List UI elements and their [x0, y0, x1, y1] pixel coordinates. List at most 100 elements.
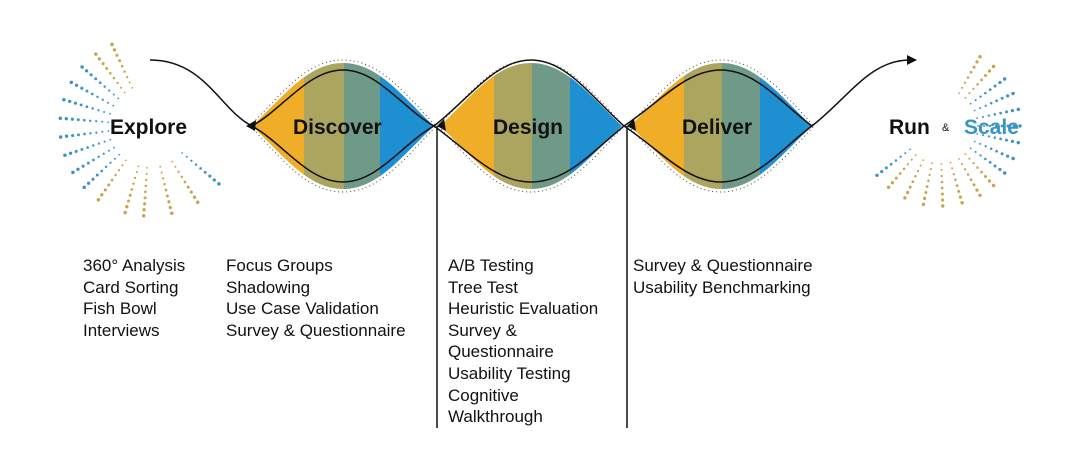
sunburst-dot	[135, 171, 138, 174]
sunburst-dot	[987, 69, 992, 73]
sunburst-dot	[125, 159, 127, 162]
sunburst-dot	[984, 104, 987, 107]
sunburst-dot	[80, 65, 84, 69]
sunburst-dot	[1006, 124, 1010, 128]
sunburst-dot	[181, 152, 184, 154]
sunburst-dot	[972, 65, 976, 69]
sunburst-dot	[964, 96, 967, 99]
sunburst-dot	[890, 181, 895, 185]
sunburst-dot	[929, 167, 932, 171]
sunburst-dot	[133, 176, 137, 180]
sunburst-dot	[972, 162, 975, 165]
sunburst-dot	[916, 169, 920, 173]
sunburst-dot	[112, 104, 115, 107]
sunburst-dot	[988, 161, 992, 164]
sunburst-dot	[954, 178, 957, 182]
sunburst-dot	[978, 193, 982, 198]
sunburst-dot	[96, 95, 99, 99]
sunburst-dot	[163, 182, 166, 186]
sunburst-dot	[108, 71, 112, 75]
sunburst-dot	[1000, 124, 1004, 128]
sunburst-dot	[89, 132, 92, 135]
sunburst-dot	[73, 101, 77, 105]
sunburst-dot	[109, 161, 112, 164]
sunburst-dot	[97, 57, 102, 61]
list-item: Survey & Questionnaire	[633, 256, 813, 275]
sunburst-dot	[993, 164, 997, 168]
sunburst-dot	[86, 146, 89, 149]
sunburst-dot	[106, 101, 110, 104]
sunburst-dot	[107, 121, 110, 124]
sunburst-dot	[1005, 138, 1008, 142]
sunburst-dot	[993, 113, 997, 116]
sunburst-dot	[1010, 109, 1015, 113]
sunburst-dot	[981, 115, 985, 118]
sunburst-dot	[988, 124, 992, 128]
sunburst-dot	[88, 119, 92, 123]
sunburst-dot	[95, 120, 98, 123]
sunburst-dot	[984, 175, 987, 178]
sunburst-dot	[1016, 107, 1021, 112]
sunburst-dot	[167, 200, 171, 204]
sunburst-dot	[940, 163, 943, 165]
sunburst-dot	[91, 177, 95, 181]
list-item: Questionnaire	[448, 342, 554, 362]
sunburst-dot	[880, 170, 884, 174]
process-wave-line	[149, 59, 911, 183]
design-methods-list: A/B Testing Tree Test Heuristic Evaluati…	[448, 255, 598, 428]
sunburst-dot	[987, 179, 992, 183]
sunburst-dot	[120, 86, 123, 89]
list-item: Interviews	[83, 320, 160, 340]
list-item: Walkthrough	[448, 407, 543, 427]
sunburst-dot	[71, 133, 75, 138]
sunburst-dot	[921, 202, 926, 207]
sunburst-dot	[161, 177, 165, 180]
list-item: Use Case Validation	[226, 299, 379, 319]
sunburst-dot	[63, 153, 67, 158]
sunburst-dot	[875, 173, 879, 178]
sunburst-dot	[112, 76, 116, 80]
sunburst-dot	[80, 86, 84, 90]
sunburst-dot	[123, 70, 126, 73]
sunburst-dot	[203, 170, 207, 174]
sunburst-dot	[910, 158, 913, 161]
sunburst-dot	[86, 181, 91, 185]
sunburst-dot	[89, 73, 93, 77]
list-item: Focus Groups	[226, 256, 333, 275]
sunburst-dot	[128, 193, 132, 197]
sunburst-dot	[1000, 152, 1004, 156]
column-dividers	[436, 126, 628, 428]
list-item: Tree Test	[448, 277, 518, 297]
sunburst-dot	[126, 199, 131, 203]
sunburst-dot	[82, 118, 86, 122]
sunburst-dot	[132, 182, 135, 185]
sunburst-dot	[81, 164, 85, 168]
sunburst-dot	[90, 92, 94, 96]
sunburst-dot	[183, 180, 187, 184]
sunburst-dot	[981, 134, 985, 137]
sunburst-dot	[92, 158, 95, 162]
sunburst-dot	[114, 173, 117, 177]
sunburst-dot	[977, 125, 979, 127]
sunburst-dot	[85, 89, 89, 93]
sunburst-dot	[998, 167, 1002, 172]
sunburst-dot	[103, 140, 106, 143]
sunburst-dot	[894, 159, 898, 162]
stage-design-label: Design	[493, 116, 563, 139]
sunburst-dot	[170, 211, 174, 216]
sunburst-dot	[171, 160, 174, 163]
sunburst-dot	[192, 195, 197, 199]
sunburst-dot	[991, 64, 996, 69]
sunburst-dot	[1005, 110, 1008, 114]
sunburst-dot	[68, 151, 73, 155]
sunburst-dot	[989, 101, 993, 105]
sunburst-dot	[924, 191, 928, 194]
sunburst-dot	[185, 155, 188, 158]
sunburst-dot	[108, 112, 111, 115]
sunburst-dot	[969, 178, 973, 182]
sunburst-dot	[949, 161, 952, 164]
sunburst-dot	[889, 162, 893, 166]
sunburst-dot	[940, 192, 944, 196]
sunburst-dot	[101, 120, 104, 123]
sunburst-dot	[70, 117, 74, 121]
